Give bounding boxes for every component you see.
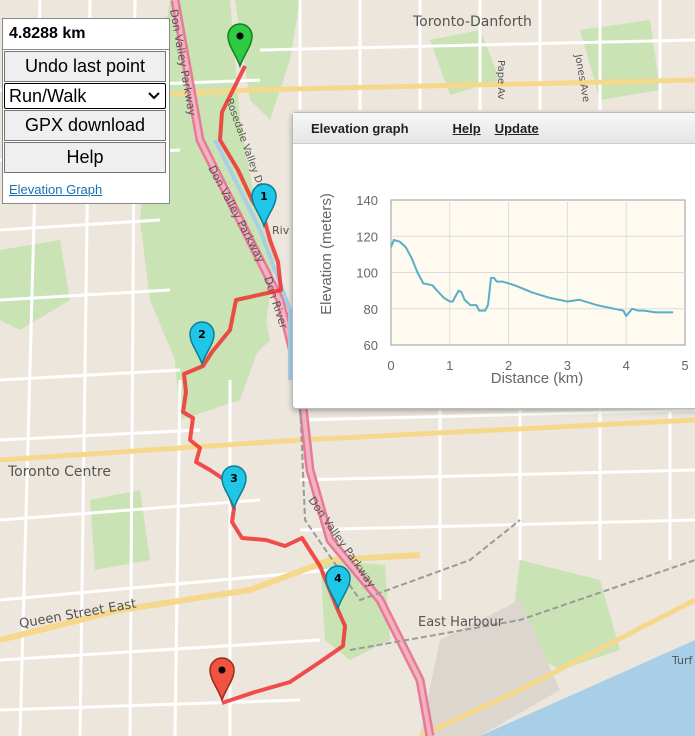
chart-y-tick-label: 100 <box>356 266 378 281</box>
chart-y-tick-label: 120 <box>356 229 378 244</box>
activity-select-value: Run/Walk <box>9 85 87 106</box>
chart-y-tick-label: 60 <box>364 338 378 353</box>
elevation-help-link[interactable]: Help <box>452 120 481 136</box>
waypoint-label-3: 3 <box>230 472 238 485</box>
activity-select[interactable]: Run/Walk <box>4 83 166 109</box>
elevation-update-link[interactable]: Update <box>494 120 539 136</box>
waypoint-marker-4[interactable]: 4 <box>325 565 351 611</box>
elevation-chart: 0 1 2 3 4 5 60 80 100 120 140 Elevation (meters) Di… <box>318 193 689 387</box>
route-distance: 4.8288 km <box>3 19 169 50</box>
elevation-graph-link[interactable]: Elevation Graph <box>9 182 103 197</box>
elevation-popup-header: Elevation graph Help Update <box>293 113 695 144</box>
elevation-popup-title: Elevation graph <box>311 120 409 136</box>
label-pape-ave: Pape Av <box>495 60 506 100</box>
gpx-download-button[interactable]: GPX download <box>4 110 166 141</box>
help-button[interactable]: Help <box>4 142 166 173</box>
chart-y-tick-label: 140 <box>356 193 378 208</box>
route-control-panel: 4.8288 km Undo last point Run/Walk GPX d… <box>2 18 170 204</box>
waypoint-marker-1[interactable]: 1 <box>251 183 277 229</box>
label-east-harbour: East Harbour <box>418 615 504 630</box>
chart-x-tick-label: 1 <box>446 358 453 373</box>
undo-last-point-button[interactable]: Undo last point <box>4 51 166 82</box>
waypoint-marker-3[interactable]: 3 <box>221 465 247 511</box>
chart-x-axis-label: Distance (km) <box>491 370 584 387</box>
don-river <box>213 139 292 380</box>
chart-x-tick-label: 4 <box>623 358 630 373</box>
waypoint-label-1: 1 <box>260 190 268 203</box>
waypoint-label-2: 2 <box>198 328 206 341</box>
industrial-area <box>420 600 560 736</box>
label-toronto-danforth: Toronto-Danforth <box>412 14 532 30</box>
elevation-graph-popup: Elevation graph Help Update 0 1 2 3 4 5 60 80 10… <box>292 112 695 409</box>
route-line[interactable] <box>181 65 347 705</box>
chart-x-tick-label: 3 <box>564 358 571 373</box>
chart-y-tick-label: 80 <box>364 302 378 317</box>
label-turf: Turf <box>671 654 694 667</box>
chart-x-tick-label: 5 <box>681 358 688 373</box>
chevron-down-icon <box>148 92 160 100</box>
elevation-series-line <box>390 238 674 317</box>
chart-x-tick-label: 2 <box>505 358 512 373</box>
end-marker[interactable] <box>209 657 235 703</box>
waypoint-label-4: 4 <box>334 572 342 585</box>
chart-x-tick-label: 0 <box>387 358 394 373</box>
label-riv: Riv <box>272 224 290 237</box>
harbour-water <box>480 640 695 736</box>
railway <box>299 399 521 602</box>
chart-y-axis-label: Elevation (meters) <box>318 193 335 315</box>
label-toronto-centre: Toronto Centre <box>7 464 111 480</box>
start-marker[interactable] <box>227 23 253 69</box>
waypoint-marker-2[interactable]: 2 <box>189 321 215 367</box>
